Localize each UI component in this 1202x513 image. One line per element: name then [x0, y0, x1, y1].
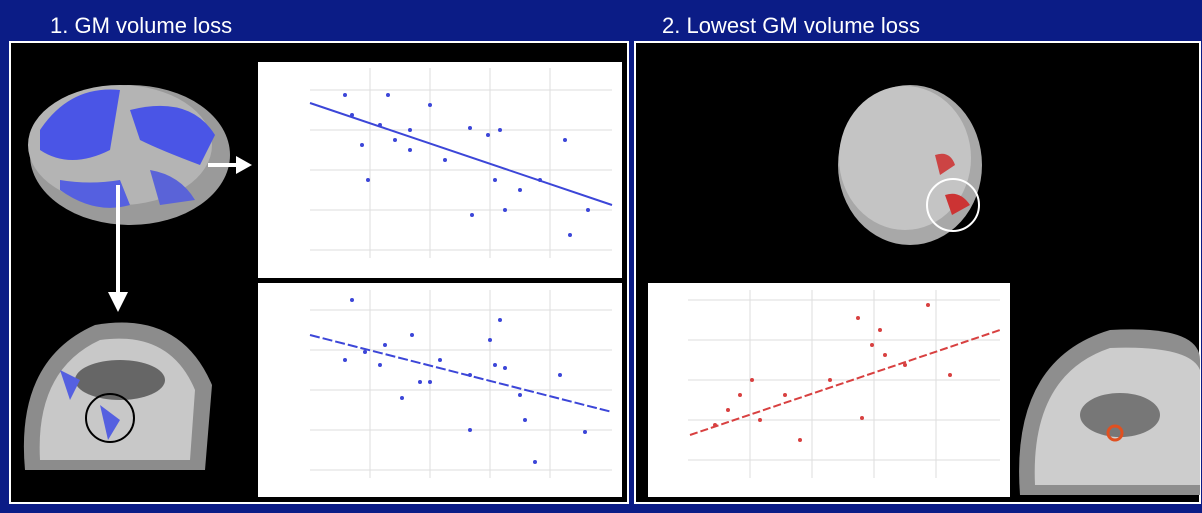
scatter-plot-image — [648, 283, 1010, 497]
panel-title: 2. Lowest GM volume loss — [662, 13, 920, 38]
brain-render — [838, 85, 982, 245]
scatter-plot-image — [258, 283, 622, 497]
panel-title: 1. GM volume loss — [50, 13, 232, 38]
slide: 1. GM volume loss 2. Lowest GM volume lo… — [0, 0, 1202, 513]
scatter-plot-image — [258, 62, 622, 278]
